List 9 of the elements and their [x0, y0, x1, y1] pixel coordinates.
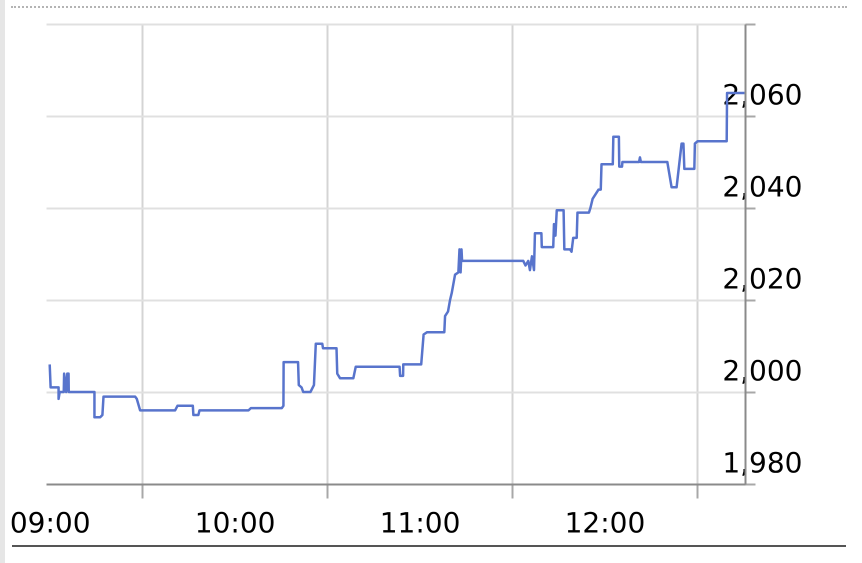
- y-tick-label: 1,980: [722, 446, 802, 480]
- x-tick-label: 10:00: [194, 506, 276, 540]
- y-tick-label: 2,040: [722, 170, 802, 204]
- y-tick-label: 2,020: [722, 262, 802, 296]
- x-tick-label: 09:00: [10, 506, 91, 540]
- x-tick-label: 12:00: [564, 506, 646, 540]
- y-tick-label: 2,000: [722, 354, 802, 388]
- x-tick-label: 11:00: [380, 506, 460, 540]
- y-tick-label: 2,060: [722, 78, 802, 112]
